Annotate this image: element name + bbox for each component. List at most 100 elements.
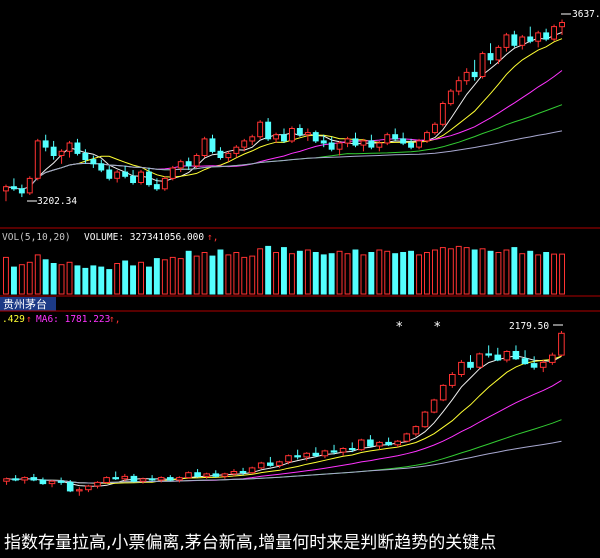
index-candle <box>82 149 89 164</box>
index-candle <box>495 45 502 65</box>
volume-bar <box>503 249 510 295</box>
index-candle-body <box>344 138 351 144</box>
index-candle <box>177 159 184 173</box>
index-candle-body <box>66 142 73 152</box>
stock-title: 贵州茅台 <box>3 297 47 311</box>
index-candle <box>185 157 192 171</box>
volume-bar <box>487 250 494 295</box>
stock-candle-body <box>348 448 356 451</box>
stock-candle <box>12 475 19 482</box>
index-candle-body <box>122 171 129 177</box>
volume-bar <box>281 247 287 295</box>
stock-candle-body <box>66 481 74 492</box>
index-candle <box>66 140 73 158</box>
volume-bar <box>106 269 113 295</box>
stock-candle <box>321 449 329 459</box>
volume-value: VOLUME: 327341056.000 <box>84 232 204 243</box>
index-candle-body <box>146 171 152 186</box>
stock-high-marker: 2179.50 <box>509 321 563 332</box>
stock-candle-body <box>203 473 210 477</box>
volume-bar <box>34 254 41 295</box>
index-candle <box>225 151 232 162</box>
index-candle-body <box>161 177 168 190</box>
stock-candle-body <box>148 478 156 481</box>
index-candle-body <box>384 134 391 144</box>
index-candle <box>336 140 343 156</box>
index-candle <box>273 132 280 144</box>
stock-candle <box>458 359 465 377</box>
index-candle-body <box>18 188 25 194</box>
volume-bar <box>360 254 367 295</box>
index-candle-body <box>42 140 49 148</box>
top-low-marker: 3202.34 <box>27 196 77 207</box>
index-candle <box>551 24 557 42</box>
volume-bar <box>201 252 208 295</box>
stock-candle-body <box>421 411 429 428</box>
volume-bar <box>439 247 446 295</box>
index-candle <box>18 184 25 198</box>
stock-candle <box>212 470 220 478</box>
volume-bar <box>312 252 319 295</box>
index-candle <box>352 132 359 148</box>
index-candle <box>424 130 430 144</box>
index-candle-body <box>519 36 526 46</box>
index-candle-body <box>296 128 303 136</box>
stock-candle-body <box>239 471 247 474</box>
stock-candle <box>203 472 210 479</box>
stock-candle <box>276 460 283 468</box>
stock-candle <box>376 441 383 450</box>
index-candle-body <box>304 132 311 136</box>
volume-bar <box>447 248 454 295</box>
stock-candle-body <box>94 481 101 487</box>
volume-bar <box>559 253 565 295</box>
index-candle-body <box>281 134 287 142</box>
volume-bar <box>241 256 248 295</box>
index-candle-body <box>3 186 9 192</box>
stock-candle-body <box>157 477 165 481</box>
volume-bar <box>249 255 256 295</box>
index-candle-body <box>336 142 343 150</box>
stock-legend-value: .429 <box>2 314 25 325</box>
stock-candle <box>85 484 92 493</box>
volume-bar <box>543 252 550 295</box>
stock-candle-body <box>48 480 56 485</box>
index-candle-body <box>74 142 81 154</box>
stock-candle-body <box>503 351 511 361</box>
stock-candle-body <box>312 452 320 457</box>
index-candle-body <box>455 80 462 92</box>
top-high-label: 3637. <box>572 9 600 20</box>
index-candle-body <box>543 32 550 40</box>
index-candle-body <box>249 136 256 142</box>
stock-candle <box>121 473 129 482</box>
stock-candle-body <box>476 353 483 368</box>
stock-candle-body <box>103 477 110 484</box>
volume-bar <box>352 249 359 295</box>
index-candle <box>408 138 415 150</box>
stock-candle <box>348 442 356 453</box>
stock-candle <box>76 487 83 496</box>
stock-candle <box>530 356 538 370</box>
stock-candle-body <box>176 477 183 481</box>
index-candle <box>479 51 486 79</box>
stock-candle-body <box>21 477 28 481</box>
volume-bar <box>169 256 176 295</box>
index-candle <box>328 136 335 152</box>
volume-panel: VOL(5,10,20) VOLUME: 327341056.000 ↑, <box>0 232 600 297</box>
stock-candle-body <box>412 426 420 435</box>
index-candles <box>3 19 565 202</box>
stock-ma5-line <box>6 355 562 487</box>
index-candle-body <box>193 155 200 167</box>
volume-bar <box>320 254 327 295</box>
index-candle <box>74 138 81 156</box>
stock-candle-body <box>449 374 456 386</box>
index-candle <box>249 134 256 146</box>
index-candle <box>265 118 272 141</box>
index-candle-body <box>479 53 486 77</box>
volume-bar <box>74 265 81 295</box>
stock-candle <box>57 477 65 485</box>
caption-text: 指数存量拉高,小票偏离,茅台新高,增量何时来是判断趋势的关键点 <box>4 533 496 553</box>
stock-candle-body <box>339 448 347 453</box>
volume-bar <box>130 265 137 295</box>
volume-bar <box>18 264 25 295</box>
index-candle <box>432 122 438 135</box>
